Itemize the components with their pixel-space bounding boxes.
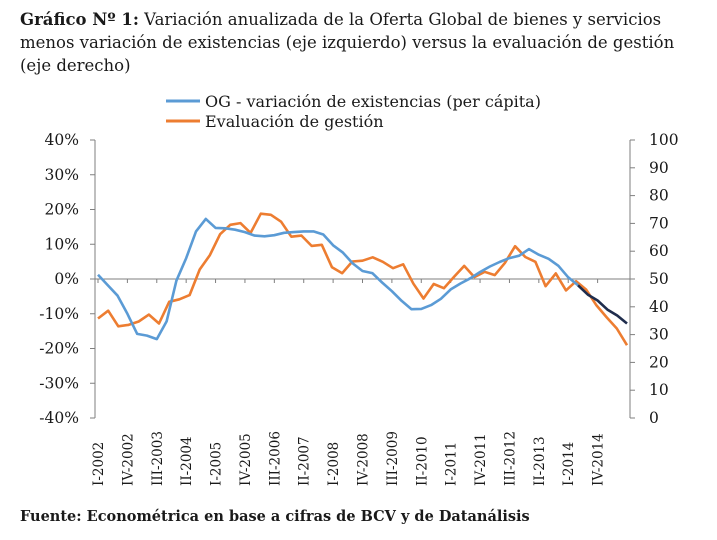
right-tick-label: 50 [649, 270, 669, 288]
series-line-og-recent [577, 284, 628, 325]
x-tick-label: II-2007 [297, 436, 313, 486]
x-tick-label: III-2006 [267, 431, 283, 486]
x-tick-label: I-2011 [444, 442, 460, 486]
right-tick-label: 90 [649, 159, 669, 177]
x-tick-label: IV-2008 [356, 433, 372, 486]
x-tick-label: I-2005 [209, 442, 225, 486]
x-tick-label: III-2009 [385, 431, 401, 486]
right-tick-label: 40 [649, 298, 669, 316]
x-tick-label: I-2002 [91, 442, 107, 486]
x-tick-label: IV-2014 [591, 433, 607, 486]
left-tick-label: 30% [45, 166, 79, 184]
x-tick-label: IV-2005 [238, 433, 254, 486]
left-tick-label: -30% [39, 374, 79, 392]
series-line-og [97, 217, 579, 341]
chart-title: Gráfico Nº 1: Variación anualizada de la… [20, 8, 700, 77]
left-tick-label: -10% [39, 305, 79, 323]
chart: OG - variación de existencias (per cápit… [39, 92, 678, 486]
x-axis-labels: I-2002 IV-2002 III-2003 II-2004 I-2005 IV-200… [91, 431, 607, 486]
x-tick-label: II-2010 [414, 436, 430, 486]
axes: 40%30%20%10%0%-10%-20%-30%-40%1009080706… [39, 131, 678, 427]
x-tick-label: II-2013 [532, 436, 548, 486]
x-tick-label: I-2014 [561, 442, 577, 486]
series-line-evaluacion [97, 212, 629, 346]
left-tick-label: 0% [54, 270, 79, 288]
left-tick-label: -20% [39, 340, 79, 358]
x-tick-label: I-2008 [326, 442, 342, 486]
right-tick-label: 10 [649, 381, 669, 399]
right-tick-label: 80 [649, 187, 669, 205]
legend: OG - variación de existencias (per cápit… [166, 92, 541, 131]
left-tick-label: 10% [45, 235, 79, 253]
left-tick-label: -40% [39, 409, 79, 427]
right-tick-label: 30 [649, 326, 669, 344]
source-note: Fuente: Econométrica en base a cifras de… [20, 508, 530, 525]
chart-title-prefix: Gráfico Nº 1: [20, 10, 139, 29]
right-tick-label: 20 [649, 353, 669, 371]
legend-label-og: OG - variación de existencias (per cápit… [205, 92, 541, 111]
left-tick-label: 20% [45, 201, 79, 219]
right-tick-label: 100 [649, 131, 679, 149]
chart-title-text: Variación anualizada de la Oferta Global… [20, 10, 675, 75]
x-tick-label: II-2004 [179, 436, 195, 486]
left-tick-label: 40% [45, 131, 79, 149]
right-tick-label: 70 [649, 214, 669, 232]
legend-label-evaluacion: Evaluación de gestión [205, 112, 384, 131]
right-tick-label: 60 [649, 242, 669, 260]
x-tick-label: IV-2002 [120, 433, 136, 486]
x-tick-label: III-2003 [150, 431, 166, 486]
series-layer [97, 212, 629, 346]
right-tick-label: 0 [649, 409, 659, 427]
x-tick-label: IV-2011 [473, 433, 489, 486]
x-tick-label: III-2012 [502, 431, 518, 486]
